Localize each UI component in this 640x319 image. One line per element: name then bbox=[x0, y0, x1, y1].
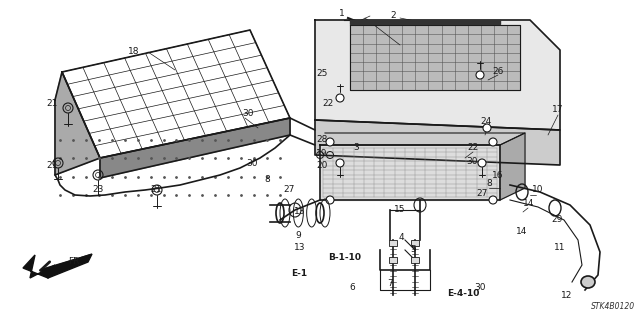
Text: 18: 18 bbox=[128, 48, 140, 56]
Text: 11: 11 bbox=[554, 243, 566, 253]
Text: 25: 25 bbox=[316, 69, 328, 78]
Circle shape bbox=[326, 138, 334, 146]
Polygon shape bbox=[55, 72, 100, 175]
Polygon shape bbox=[350, 25, 520, 90]
Text: 21: 21 bbox=[46, 161, 58, 170]
Text: E-1: E-1 bbox=[291, 269, 307, 278]
Bar bbox=[411, 257, 419, 263]
Text: 27: 27 bbox=[476, 189, 488, 197]
Text: STK4B0120: STK4B0120 bbox=[591, 302, 635, 311]
Polygon shape bbox=[42, 254, 92, 278]
Text: 17: 17 bbox=[552, 106, 564, 115]
Text: 3: 3 bbox=[353, 144, 359, 152]
Text: 21: 21 bbox=[46, 99, 58, 108]
Text: 12: 12 bbox=[561, 291, 573, 300]
Bar bbox=[389, 257, 397, 263]
Text: 8: 8 bbox=[264, 174, 270, 183]
Polygon shape bbox=[315, 120, 560, 165]
Text: 30: 30 bbox=[243, 108, 253, 117]
Bar bbox=[411, 240, 419, 246]
Text: 28: 28 bbox=[316, 136, 328, 145]
Text: 22: 22 bbox=[323, 100, 333, 108]
Circle shape bbox=[476, 71, 484, 79]
Text: 24: 24 bbox=[481, 117, 492, 127]
Text: 20: 20 bbox=[316, 161, 328, 170]
Text: 9: 9 bbox=[295, 231, 301, 240]
Text: 23: 23 bbox=[92, 184, 104, 194]
Text: 13: 13 bbox=[294, 207, 306, 217]
Bar bbox=[389, 240, 397, 246]
Text: 14: 14 bbox=[516, 227, 528, 236]
Text: 27: 27 bbox=[284, 186, 294, 195]
Text: 15: 15 bbox=[394, 205, 406, 214]
Text: E-4-10: E-4-10 bbox=[447, 290, 479, 299]
Circle shape bbox=[326, 196, 334, 204]
Text: 4: 4 bbox=[398, 233, 404, 241]
Circle shape bbox=[478, 159, 486, 167]
Text: 10: 10 bbox=[532, 186, 544, 195]
Circle shape bbox=[336, 94, 344, 102]
Text: 7: 7 bbox=[387, 279, 393, 288]
Text: 19: 19 bbox=[316, 149, 328, 158]
Ellipse shape bbox=[581, 276, 595, 288]
Text: 30: 30 bbox=[467, 157, 477, 166]
Text: 16: 16 bbox=[492, 170, 504, 180]
Polygon shape bbox=[100, 118, 290, 178]
Text: 8: 8 bbox=[486, 179, 492, 188]
Text: FR.: FR. bbox=[68, 257, 82, 266]
Polygon shape bbox=[500, 133, 525, 200]
Polygon shape bbox=[350, 20, 500, 24]
Polygon shape bbox=[320, 145, 500, 200]
Circle shape bbox=[489, 196, 497, 204]
Circle shape bbox=[336, 159, 344, 167]
Polygon shape bbox=[320, 133, 525, 145]
Polygon shape bbox=[23, 255, 55, 278]
Text: 13: 13 bbox=[294, 243, 306, 253]
Text: 30: 30 bbox=[246, 159, 258, 167]
Text: 14: 14 bbox=[524, 199, 534, 209]
Polygon shape bbox=[315, 20, 560, 130]
Text: 29: 29 bbox=[551, 216, 563, 225]
Text: 22: 22 bbox=[467, 144, 479, 152]
Text: 1: 1 bbox=[339, 10, 345, 19]
Text: B-1-10: B-1-10 bbox=[328, 254, 362, 263]
Circle shape bbox=[489, 138, 497, 146]
Text: 6: 6 bbox=[349, 284, 355, 293]
Polygon shape bbox=[62, 30, 290, 158]
Text: 26: 26 bbox=[492, 68, 504, 77]
Text: 30: 30 bbox=[474, 283, 486, 292]
Circle shape bbox=[483, 124, 491, 132]
Text: 21: 21 bbox=[150, 184, 162, 194]
Text: 5: 5 bbox=[410, 246, 416, 255]
Text: 2: 2 bbox=[390, 11, 396, 20]
